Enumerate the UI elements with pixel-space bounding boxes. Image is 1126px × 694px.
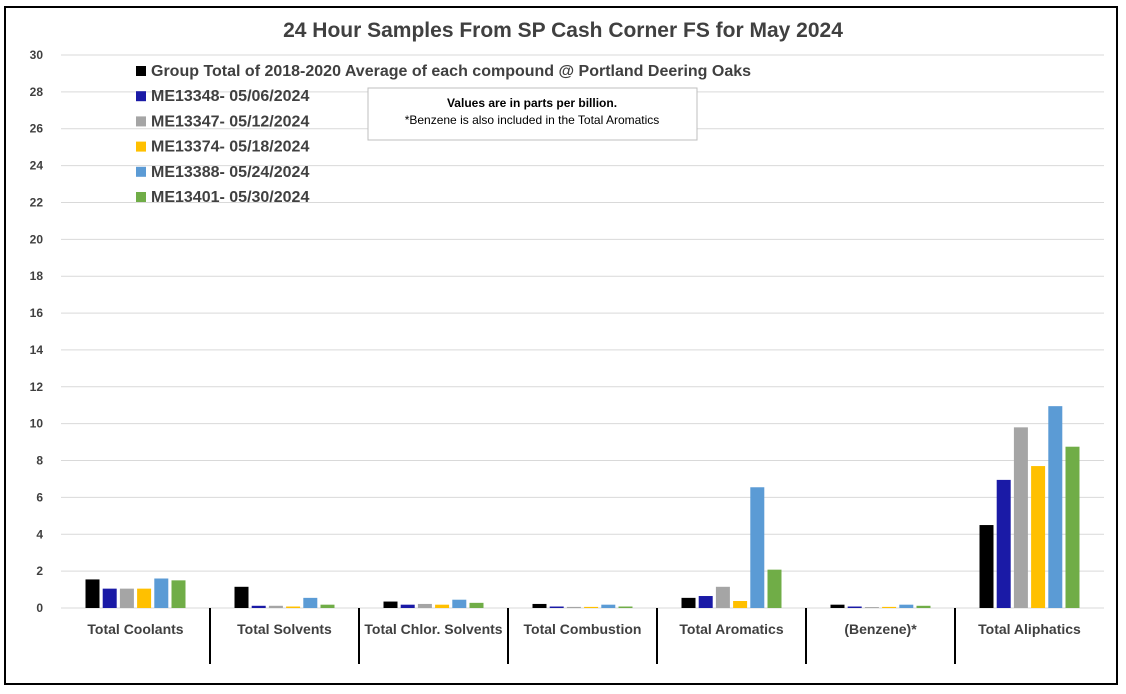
bar bbox=[1031, 466, 1046, 608]
bar bbox=[698, 596, 713, 608]
bar bbox=[383, 601, 398, 608]
bar bbox=[452, 599, 467, 608]
bar bbox=[469, 602, 484, 608]
bar bbox=[286, 606, 301, 608]
bar bbox=[435, 604, 450, 608]
y-tick-label: 18 bbox=[30, 269, 44, 283]
chart-title: 24 Hour Samples From SP Cash Corner FS f… bbox=[283, 19, 843, 42]
bar bbox=[102, 588, 117, 608]
bar bbox=[767, 569, 782, 608]
legend-entry: Group Total of 2018-2020 Average of each… bbox=[151, 63, 751, 80]
legend: Group Total of 2018-2020 Average of each… bbox=[136, 63, 751, 206]
y-tick-label: 10 bbox=[30, 417, 44, 431]
bar bbox=[119, 588, 134, 608]
legend-entry: ME13388- 05/24/2024 bbox=[151, 164, 309, 181]
bar bbox=[400, 604, 415, 608]
y-tick-label: 20 bbox=[30, 232, 44, 246]
y-tick-label: 2 bbox=[36, 564, 43, 578]
legend-swatch bbox=[136, 91, 146, 102]
category-label: Total Chlor. Solvents bbox=[364, 621, 502, 637]
legend-swatch bbox=[136, 116, 146, 127]
bar bbox=[979, 525, 994, 608]
bar bbox=[417, 603, 432, 608]
category-label: (Benzene)* bbox=[844, 621, 917, 637]
bar bbox=[916, 605, 931, 608]
bar bbox=[154, 578, 169, 608]
bar bbox=[171, 580, 186, 608]
y-tick-label: 6 bbox=[36, 490, 43, 504]
bar bbox=[996, 479, 1011, 608]
bar bbox=[864, 607, 879, 608]
legend-swatch bbox=[136, 166, 146, 177]
chart-area: 24 Hour Samples From SP Cash Corner FS f… bbox=[30, 19, 1104, 664]
y-tick-label: 16 bbox=[30, 306, 44, 320]
chart-frame: 24 Hour Samples From SP Cash Corner FS f… bbox=[4, 6, 1118, 685]
bar bbox=[750, 487, 765, 608]
bar bbox=[1048, 406, 1063, 608]
bar bbox=[715, 586, 730, 608]
bar bbox=[847, 606, 862, 608]
bar bbox=[303, 597, 318, 608]
legend-swatch bbox=[136, 192, 146, 202]
bar bbox=[268, 605, 283, 608]
legend-entry: ME13347- 05/12/2024 bbox=[151, 113, 309, 130]
bar bbox=[85, 579, 100, 608]
category-label: Total Solvents bbox=[237, 621, 332, 637]
y-tick-label: 22 bbox=[30, 195, 44, 209]
bars bbox=[85, 406, 1080, 608]
annotation-box: Values are in parts per billion. *Benzen… bbox=[367, 87, 698, 141]
bar bbox=[733, 600, 748, 608]
y-tick-label: 30 bbox=[30, 48, 44, 62]
category-separators bbox=[209, 608, 956, 664]
legend-entry: ME13348- 05/06/2024 bbox=[151, 88, 309, 105]
bar bbox=[899, 604, 914, 608]
bar bbox=[882, 606, 897, 608]
bar bbox=[618, 606, 633, 608]
y-tick-label: 28 bbox=[30, 85, 44, 99]
bar bbox=[532, 603, 547, 608]
category-label: Total Aliphatics bbox=[978, 621, 1081, 637]
category-label: Total Combustion bbox=[524, 621, 642, 637]
bar bbox=[1013, 427, 1028, 608]
legend-entry: ME13401- 05/30/2024 bbox=[151, 189, 309, 206]
y-tick-label: 12 bbox=[30, 380, 44, 394]
annotation-line-1: Values are in parts per billion. bbox=[447, 96, 617, 110]
y-tick-label: 4 bbox=[36, 527, 43, 541]
legend-swatch bbox=[136, 66, 146, 76]
bar bbox=[830, 604, 845, 608]
legend-entry: ME13374- 05/18/2024 bbox=[151, 139, 309, 156]
bar bbox=[137, 588, 152, 608]
category-label: Total Aromatics bbox=[679, 621, 783, 637]
bar bbox=[251, 605, 266, 608]
bar bbox=[1065, 446, 1080, 608]
category-label: Total Coolants bbox=[87, 621, 183, 637]
y-tick-label: 26 bbox=[30, 122, 44, 136]
y-tick-label: 0 bbox=[36, 601, 43, 615]
y-tick-label: 24 bbox=[30, 159, 44, 173]
y-tick-label: 14 bbox=[30, 343, 44, 357]
y-tick-label: 8 bbox=[36, 454, 43, 468]
bar bbox=[584, 606, 599, 608]
annotation-line-2: *Benzene is also included in the Total A… bbox=[405, 113, 660, 127]
bar bbox=[549, 606, 564, 608]
bar bbox=[681, 597, 696, 608]
bar bbox=[566, 606, 581, 608]
bar bbox=[234, 586, 249, 608]
bar bbox=[320, 604, 335, 608]
annotation-box-border bbox=[367, 87, 698, 141]
bar bbox=[601, 604, 616, 608]
legend-swatch bbox=[136, 141, 146, 152]
category-labels: Total Coolants Total Solvents Total Chlor.… bbox=[87, 621, 1081, 637]
